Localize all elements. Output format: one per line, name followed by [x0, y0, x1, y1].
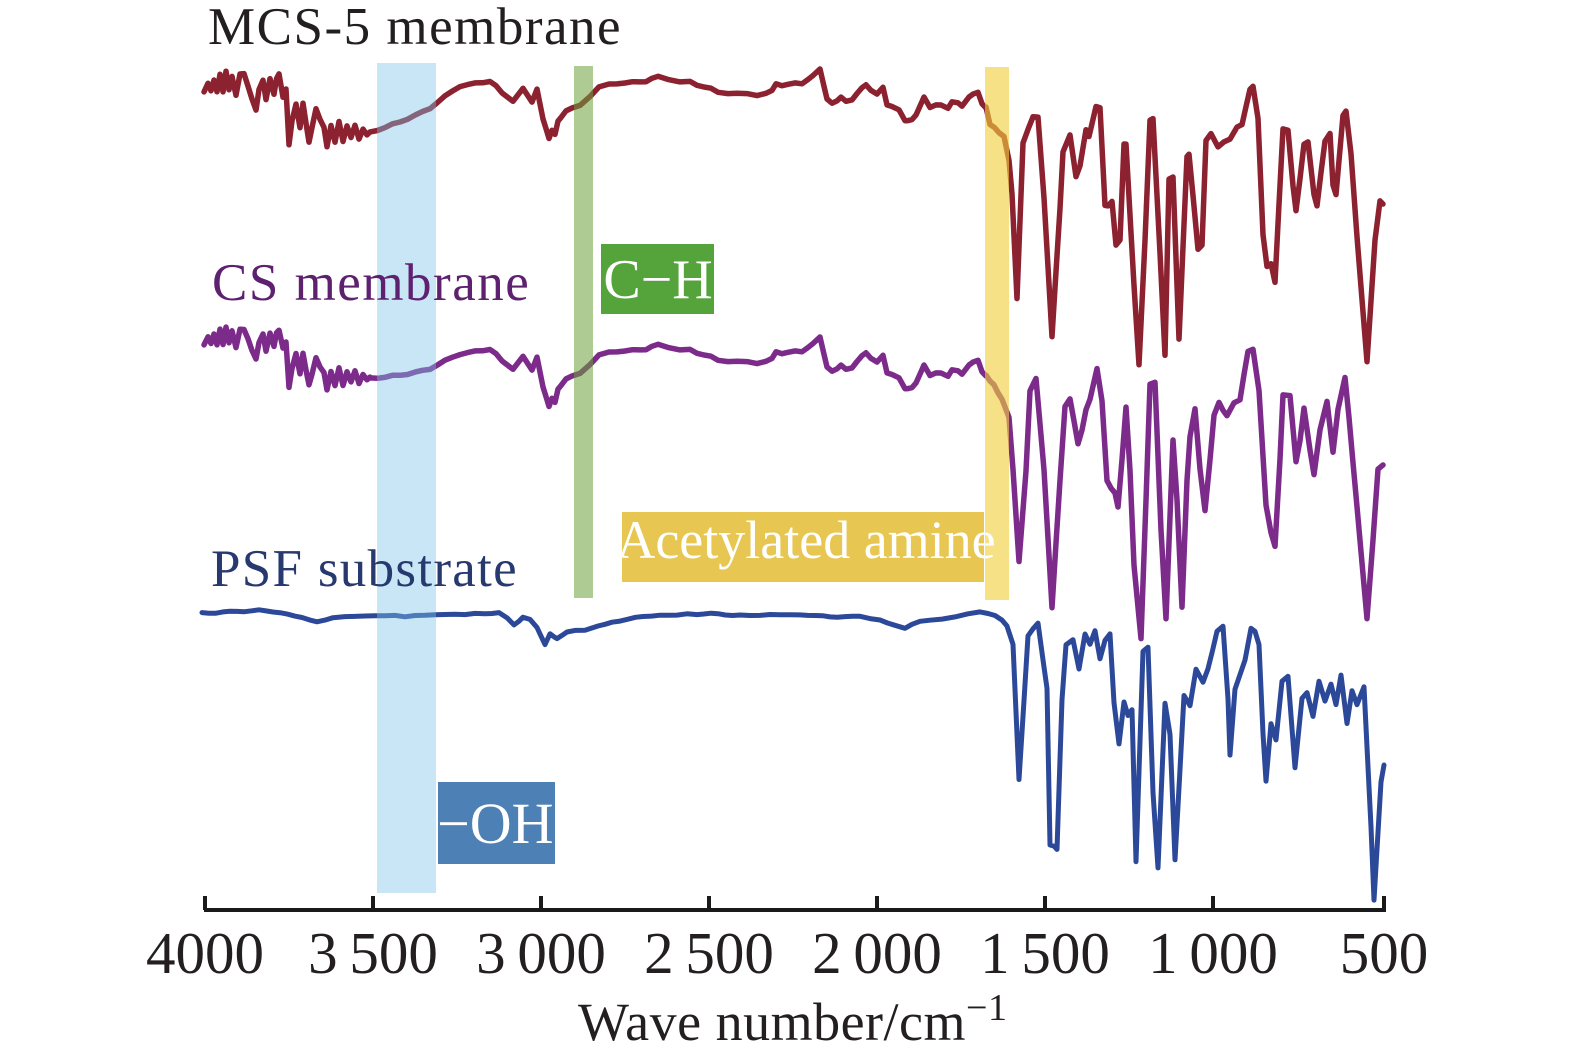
svg-text:4000: 4000 [146, 920, 264, 986]
svg-text:MCS-5 membrane: MCS-5 membrane [208, 0, 622, 56]
svg-text:3 500: 3 500 [308, 920, 438, 986]
svg-text:CS membrane: CS membrane [212, 254, 530, 312]
svg-text:PSF substrate: PSF substrate [211, 540, 518, 598]
svg-text:3 000: 3 000 [476, 920, 606, 986]
svg-text:500: 500 [1340, 920, 1429, 986]
svg-text:2 500: 2 500 [644, 920, 774, 986]
svg-text:1 500: 1 500 [980, 920, 1110, 986]
svg-text:2 000: 2 000 [812, 920, 942, 986]
svg-text:C−H: C−H [603, 249, 712, 311]
svg-text:Acetylated amine: Acetylated amine [616, 510, 995, 570]
svg-text:Wave number/cm−1: Wave number/cm−1 [578, 987, 1007, 1052]
svg-text:1 000: 1 000 [1148, 920, 1278, 986]
svg-text:−OH: −OH [437, 791, 553, 856]
